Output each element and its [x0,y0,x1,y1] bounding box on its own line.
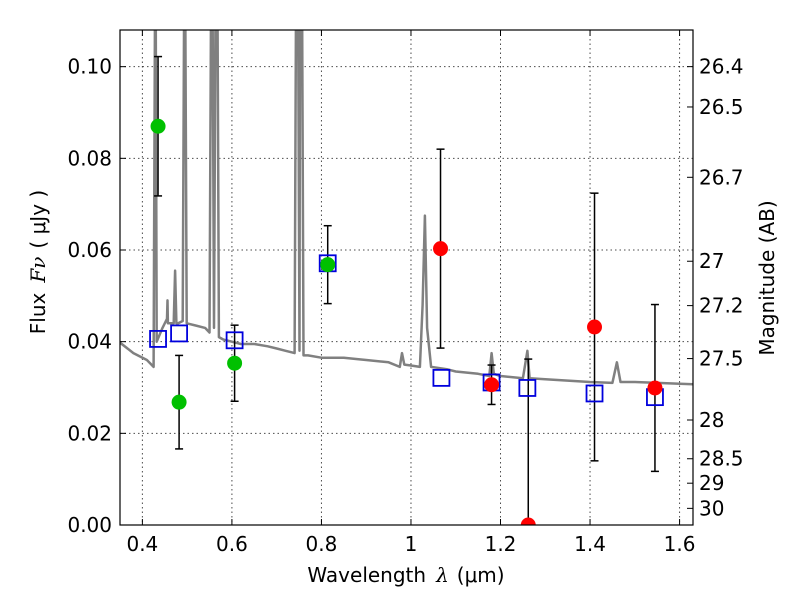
errorbar-layer [154,55,659,525]
x-axis-title: Wavelength λ (μm) [307,563,504,587]
y-tick-label: 0.06 [67,238,112,262]
y-tick-labels: 0.00 0.02 0.04 0.06 0.08 0.10 [67,55,112,537]
x-tick-label: 0.4 [126,532,158,556]
x-tick-label: 1.2 [485,532,517,556]
model-point [225,331,244,350]
model-point [149,330,167,348]
y-tick-label: 0.10 [67,55,112,79]
model-point [518,379,537,397]
y2-tick-label: 26.4 [699,55,744,79]
y2-tick-label: 29 [699,471,724,495]
y-tick-label: 0.08 [67,146,112,170]
observed-point [150,118,166,134]
y-tick-label: 0.02 [67,421,112,445]
model-point [585,384,604,403]
plot-frame [119,29,694,526]
observed-point [227,355,243,371]
observed-point [484,377,500,393]
y2-tick-label: 26.7 [699,165,744,189]
y-axis-title: FluxFν( μJy ) [26,190,50,334]
y2-tick-label: 28 [699,408,724,432]
x-tick-label: 1.6 [664,532,696,556]
model-point-layer [149,254,664,407]
observed-point [520,517,536,525]
y-tick-label: 0.00 [67,513,112,537]
y2-tick-label: 27 [699,249,724,273]
observed-point-layer [150,118,663,525]
axis-ticks [120,30,693,526]
y-tick-label: 0.04 [67,330,112,354]
observed-point [587,319,603,335]
observed-point [320,257,336,273]
spectrum-line [120,30,693,386]
model-point [432,368,451,387]
grid-lines [120,30,693,526]
model-point [170,324,188,343]
spectrum-layer [120,30,693,386]
y2-tick-label: 27.5 [699,347,744,371]
y2-axis-title: Magnitude (AB) [755,200,779,355]
x-tick-label: 1.4 [574,532,606,556]
y2-tick-label: 28.5 [699,447,744,471]
y2-tick-label: 26.5 [699,95,744,119]
x-tick-labels: 0.4 0.6 0.8 1 1.2 1.4 1.6 [126,532,695,556]
y2-tick-label: 30 [699,496,724,520]
observed-point [647,380,663,396]
x-tick-label: 0.8 [306,532,338,556]
y2-tick-label: 27.2 [699,294,744,318]
observed-point [433,241,449,257]
x-tick-label: 0.6 [216,532,248,556]
observed-point [171,394,187,410]
x-tick-label: 1 [405,532,418,556]
